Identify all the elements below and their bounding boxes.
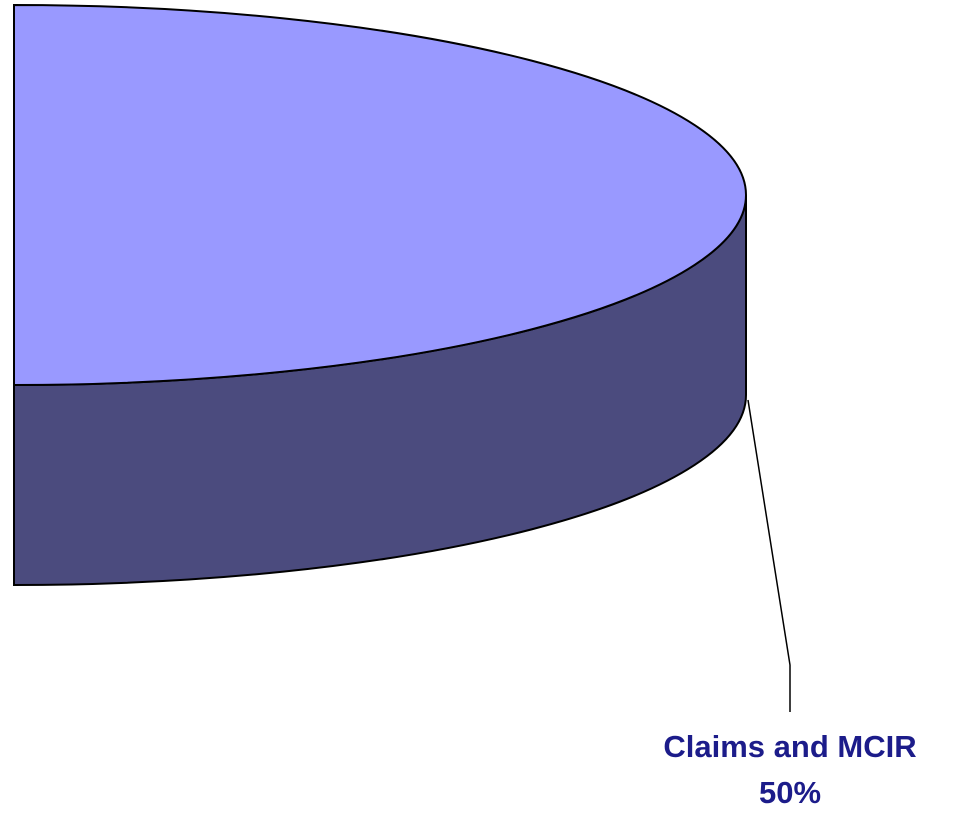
slice-value-label: 50% — [759, 775, 821, 810]
pie-slice — [13, 3, 747, 387]
leader-line — [747, 399, 791, 712]
slice-label: Claims and MCIR — [663, 729, 916, 764]
